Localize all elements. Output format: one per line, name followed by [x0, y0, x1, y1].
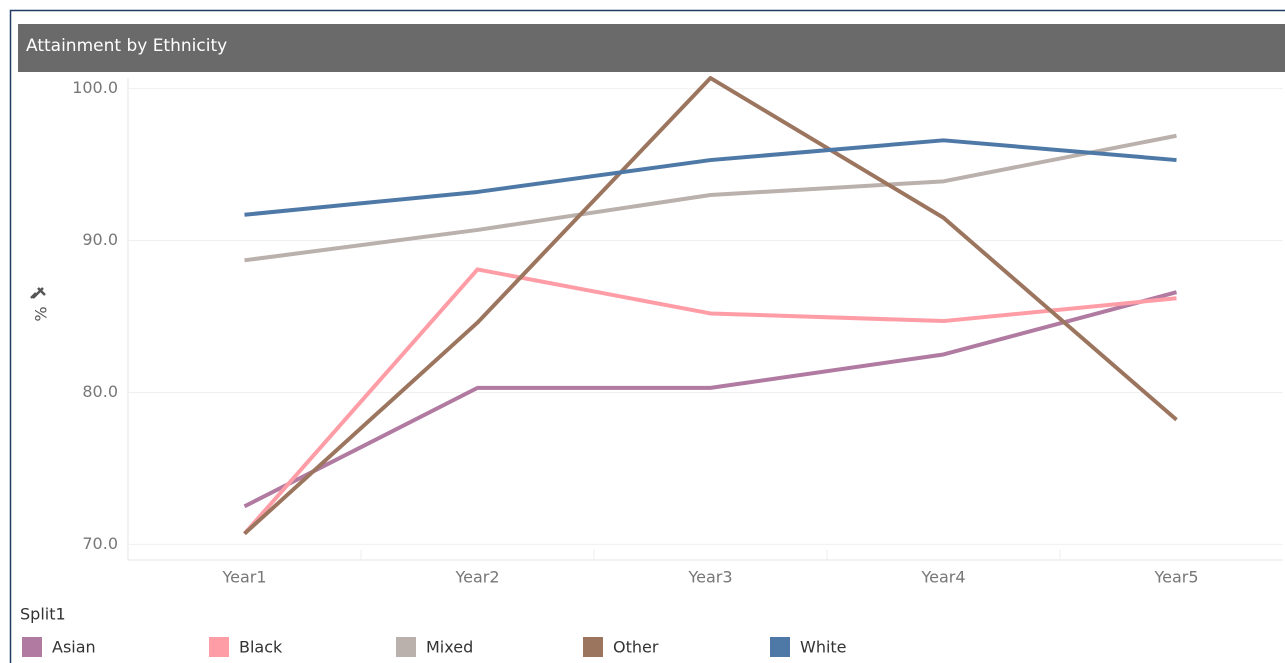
x-tick-label: Year4	[920, 568, 965, 587]
series-line	[244, 138, 1177, 217]
legend-label: Black	[239, 638, 283, 657]
x-tick-label: Year1	[221, 568, 266, 587]
legend-swatch	[209, 637, 229, 657]
x-tick-label: Year3	[687, 568, 732, 587]
y-tick-label: 90.0	[82, 230, 118, 249]
y-axis-label: %	[32, 306, 51, 321]
legend-title: Split1	[20, 605, 66, 624]
series-line	[243, 76, 1178, 536]
legend-swatch	[22, 637, 42, 657]
legend-label: Asian	[52, 638, 96, 657]
legend-swatch	[583, 637, 603, 657]
x-tick-label: Year2	[454, 568, 499, 587]
series-line	[244, 133, 1177, 263]
legend-label: White	[800, 638, 847, 657]
frame	[9, 9, 1285, 663]
y-tick-label: 100.0	[72, 78, 118, 97]
legend-swatch	[396, 637, 416, 657]
x-tick-label: Year5	[1153, 568, 1198, 587]
pin-icon	[30, 287, 46, 299]
legend-swatch	[770, 637, 790, 657]
chart-title: Attainment by Ethnicity	[26, 36, 227, 56]
y-tick-label: 80.0	[82, 382, 118, 401]
series-line	[242, 267, 1177, 536]
legend-label: Mixed	[426, 638, 473, 657]
legend-label: Other	[613, 638, 659, 657]
series-line	[243, 290, 1178, 509]
y-tick-label: 70.0	[82, 534, 118, 553]
title-bar	[18, 24, 1285, 72]
